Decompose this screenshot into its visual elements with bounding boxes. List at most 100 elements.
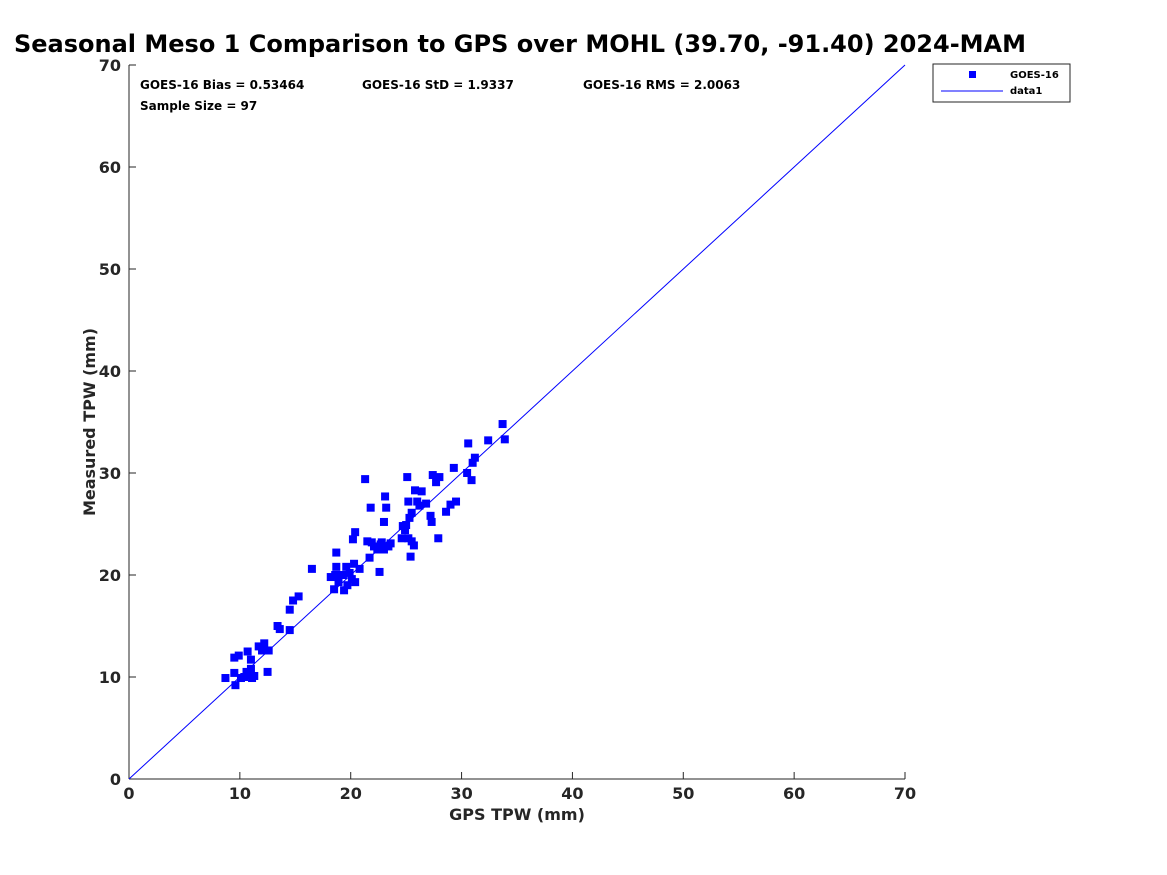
data-point: [379, 545, 388, 554]
data-point: [401, 526, 410, 535]
data-point: [467, 476, 476, 485]
one-to-one-line: [128, 64, 906, 780]
y-tick-label: 20: [99, 566, 121, 585]
data-point: [407, 537, 416, 546]
legend-label-goes-16: GOES-16: [1010, 70, 1059, 81]
data-point: [307, 564, 316, 573]
data-point: [250, 671, 259, 680]
data-point: [331, 571, 340, 579]
stat-std: GOES-16 StD = 1.9337: [362, 78, 514, 92]
data-point: [406, 552, 415, 561]
data-point: [484, 436, 493, 445]
data-point: [334, 578, 343, 587]
data-point: [411, 486, 420, 495]
data-point: [427, 517, 436, 526]
data-point: [289, 596, 298, 605]
x-tick-label: 60: [783, 784, 805, 803]
x-tick-label: 0: [123, 784, 134, 803]
data-point: [377, 538, 386, 547]
x-tick-label: 10: [229, 784, 251, 803]
y-tick-label: 60: [99, 158, 121, 177]
x-axis-label: GPS TPW (mm): [449, 805, 585, 824]
y-ticks: 0 10 20 30 40 50 60 70: [99, 56, 136, 789]
data-point: [382, 503, 391, 512]
data-point: [417, 487, 426, 496]
x-tick-label: 70: [894, 784, 916, 803]
y-tick-label: 0: [110, 770, 121, 789]
data-point: [343, 581, 352, 590]
data-point: [338, 571, 347, 579]
y-tick-label: 40: [99, 362, 121, 381]
data-point: [409, 541, 418, 550]
data-point: [470, 453, 479, 462]
data-point: [285, 605, 294, 614]
y-axis-label: Measured TPW (mm): [80, 328, 99, 516]
data-point: [330, 585, 339, 594]
data-point: [260, 639, 269, 648]
data-point: [403, 473, 412, 482]
data-point: [422, 499, 431, 508]
data-point: [234, 651, 243, 660]
data-point: [468, 458, 477, 467]
series-data1: [128, 64, 906, 780]
data-point: [373, 545, 382, 554]
data-point: [294, 592, 303, 601]
data-point: [365, 553, 374, 562]
data-point: [345, 568, 354, 577]
x-tick-label: 50: [672, 784, 694, 803]
data-point: [426, 511, 435, 520]
stat-bias: GOES-16 Bias = 0.53464: [140, 78, 304, 92]
data-point: [240, 673, 249, 681]
data-point: [381, 492, 390, 501]
x-tick-label: 20: [340, 784, 362, 803]
x-tick-label: 30: [450, 784, 472, 803]
y-tick-label: 50: [99, 260, 121, 279]
data-point: [464, 439, 473, 448]
data-point: [230, 653, 239, 662]
data-point: [275, 625, 284, 634]
x-tick-label: 40: [561, 784, 583, 803]
data-point: [246, 664, 255, 673]
data-point: [363, 537, 372, 546]
data-point: [397, 534, 406, 543]
data-point: [375, 567, 384, 576]
data-point: [342, 562, 351, 571]
data-point: [413, 497, 422, 506]
data-point: [415, 501, 424, 510]
data-point: [407, 508, 416, 517]
data-point: [405, 513, 414, 522]
data-point: [326, 573, 335, 582]
plot-area: 0 10 20 30 40 50 60 70 0 10 20 30 40 50 60 70: [99, 56, 916, 803]
legend-marker-goes-16: [969, 71, 976, 78]
data-point: [258, 646, 267, 655]
data-point: [351, 528, 360, 537]
data-point: [402, 521, 411, 530]
data-point: [498, 420, 507, 429]
y-tick-label: 10: [99, 668, 121, 687]
data-point: [285, 626, 294, 635]
stat-sample-size: Sample Size = 97: [140, 99, 257, 113]
data-point: [404, 497, 413, 506]
stat-rms: GOES-16 RMS = 2.0063: [583, 78, 740, 92]
data-point: [246, 655, 255, 664]
y-tick-label: 70: [99, 56, 121, 75]
data-point: [340, 586, 349, 595]
data-point: [350, 559, 359, 568]
data-point: [446, 500, 455, 509]
legend-label-data1: data1: [1010, 86, 1042, 97]
series-goes-16: [221, 420, 509, 690]
chart-title: Seasonal Meso 1 Comparison to GPS over M…: [14, 30, 1026, 58]
data-point: [264, 646, 273, 655]
data-point: [263, 667, 272, 676]
data-point: [435, 473, 444, 482]
data-point: [355, 564, 364, 573]
x-ticks: 0 10 20 30 40 50 60 70: [123, 772, 916, 803]
data-point: [434, 534, 443, 543]
data-point: [332, 562, 341, 571]
data-point: [366, 503, 375, 512]
data-point: [348, 535, 357, 544]
data-point: [254, 642, 263, 651]
data-point: [379, 517, 388, 526]
data-point: [243, 647, 252, 656]
